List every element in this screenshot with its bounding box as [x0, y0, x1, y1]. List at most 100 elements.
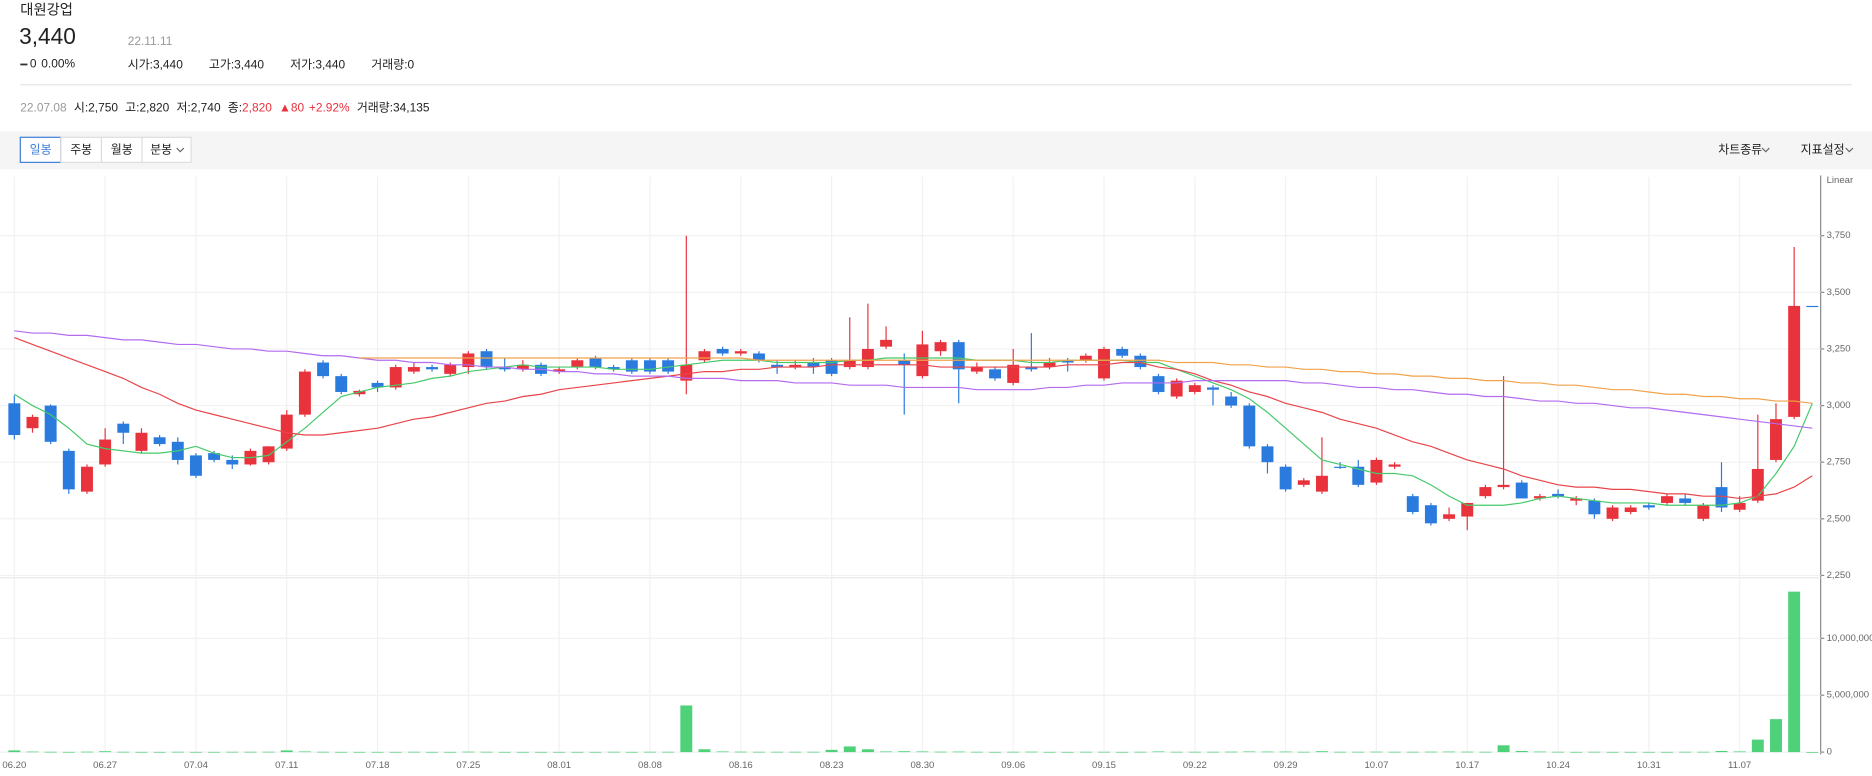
candle-body	[970, 367, 983, 372]
candle-body	[1188, 385, 1201, 392]
x-tick-label: 11.07	[1728, 760, 1751, 771]
volume-bar	[1225, 751, 1238, 753]
candle-body	[1134, 355, 1147, 368]
tab-label[interactable]: 일봉	[30, 143, 52, 157]
volume-bar	[335, 751, 348, 753]
candle-body	[1352, 466, 1365, 485]
info-label: 거래량:	[357, 101, 393, 115]
candle-body	[1642, 505, 1655, 508]
volume-bar	[1806, 752, 1819, 753]
volume-bar	[81, 751, 93, 753]
candle-body	[1661, 496, 1673, 503]
volume-bar	[535, 751, 547, 753]
candle-body	[1079, 355, 1092, 361]
volume-bar	[1297, 751, 1310, 753]
chevron	[1761, 147, 1770, 153]
volume-bar	[644, 751, 656, 753]
candle-body	[1588, 500, 1601, 515]
candle-body	[989, 369, 1002, 379]
volume-bar	[1733, 751, 1746, 753]
field-label: 저가:	[290, 58, 315, 72]
info-value: 2,820	[139, 101, 169, 115]
volume-bar	[244, 751, 257, 753]
info-value: 2,820	[242, 101, 272, 115]
volume-bar	[553, 751, 566, 753]
candle-body	[1370, 459, 1383, 483]
candle-body	[8, 403, 21, 436]
volume-bar	[1788, 591, 1801, 753]
candle-body	[1679, 498, 1692, 503]
field-value: 3,440	[153, 58, 183, 72]
candle-body	[644, 360, 656, 372]
info-value: 34,135	[393, 101, 430, 115]
plot: Linear 2,250 2,500 2,750 3,000 3,250 3,500 3,75…	[0, 175, 1872, 771]
volume-bar	[825, 749, 838, 753]
candle-body	[1479, 487, 1492, 497]
candle-body	[1697, 505, 1710, 519]
candle-body	[1043, 362, 1056, 368]
volume-bar	[1334, 751, 1347, 753]
volume-bar	[1588, 751, 1601, 753]
candle-body	[880, 339, 893, 347]
candle-body	[1025, 367, 1038, 370]
volume-bar	[1098, 751, 1110, 753]
volume-bar	[861, 749, 874, 753]
volume-bar	[1116, 751, 1129, 753]
volume-bar	[1406, 751, 1419, 753]
tab[interactable]	[100, 136, 143, 163]
candle-body	[771, 364, 784, 368]
chevron	[1845, 147, 1854, 153]
candle-body	[1334, 466, 1347, 468]
y-tick-label: 2,250	[1827, 570, 1851, 581]
candle-body	[480, 351, 493, 368]
candle-body	[716, 348, 729, 354]
volume-bar	[1661, 751, 1673, 753]
volume-bar	[734, 751, 747, 753]
tab-label[interactable]: 주봉	[70, 143, 92, 157]
x-tick-label: 10.17	[1455, 760, 1479, 771]
candle-body	[117, 423, 130, 433]
x-tick-label: 06.20	[2, 760, 26, 771]
candle-body	[189, 455, 202, 476]
volume-bar	[898, 751, 911, 753]
tab-label[interactable]: 분봉	[150, 143, 172, 157]
y-tick-label: 3,750	[1827, 230, 1851, 241]
menu-item[interactable]: 차트종류	[1718, 143, 1762, 157]
volume-bar	[934, 751, 947, 753]
candle-body	[898, 360, 911, 365]
volume-bar	[171, 751, 184, 753]
menu-item[interactable]: 지표설정	[1801, 143, 1845, 157]
moving-average	[14, 337, 1813, 500]
field: 거래량:0	[371, 58, 414, 72]
candle-body	[1243, 405, 1256, 447]
candle-body	[226, 459, 239, 465]
volume-bar	[389, 751, 402, 753]
volume-bar	[1697, 751, 1710, 753]
candle-body	[680, 364, 693, 381]
volume-bar	[680, 705, 693, 753]
candle-body	[1207, 387, 1219, 390]
volume-bar	[752, 751, 765, 753]
x-tick-label: 10.31	[1637, 760, 1661, 771]
volume-bar	[1533, 751, 1546, 753]
candle-body	[734, 351, 747, 354]
x-tick-label: 09.06	[1001, 760, 1025, 771]
volume-bar	[1207, 751, 1219, 753]
volume-bar	[1315, 751, 1328, 753]
volume-bar	[1479, 751, 1492, 753]
info-label: 종:	[228, 101, 242, 115]
volume-bar	[1388, 751, 1401, 753]
volume-bar	[1424, 751, 1437, 753]
candle-body	[1315, 475, 1328, 492]
volume-bar	[1642, 751, 1655, 753]
tab-label[interactable]: 월봉	[111, 143, 133, 157]
info-value: 2,740	[191, 101, 221, 115]
candle-body	[26, 416, 39, 429]
volume-bar	[625, 751, 638, 753]
volume-bar	[1352, 751, 1365, 753]
volume-bar	[1443, 751, 1456, 753]
volume-bar	[952, 751, 965, 753]
candle-body	[1751, 468, 1764, 501]
candle-body	[208, 453, 221, 460]
candle-body	[1606, 507, 1619, 519]
